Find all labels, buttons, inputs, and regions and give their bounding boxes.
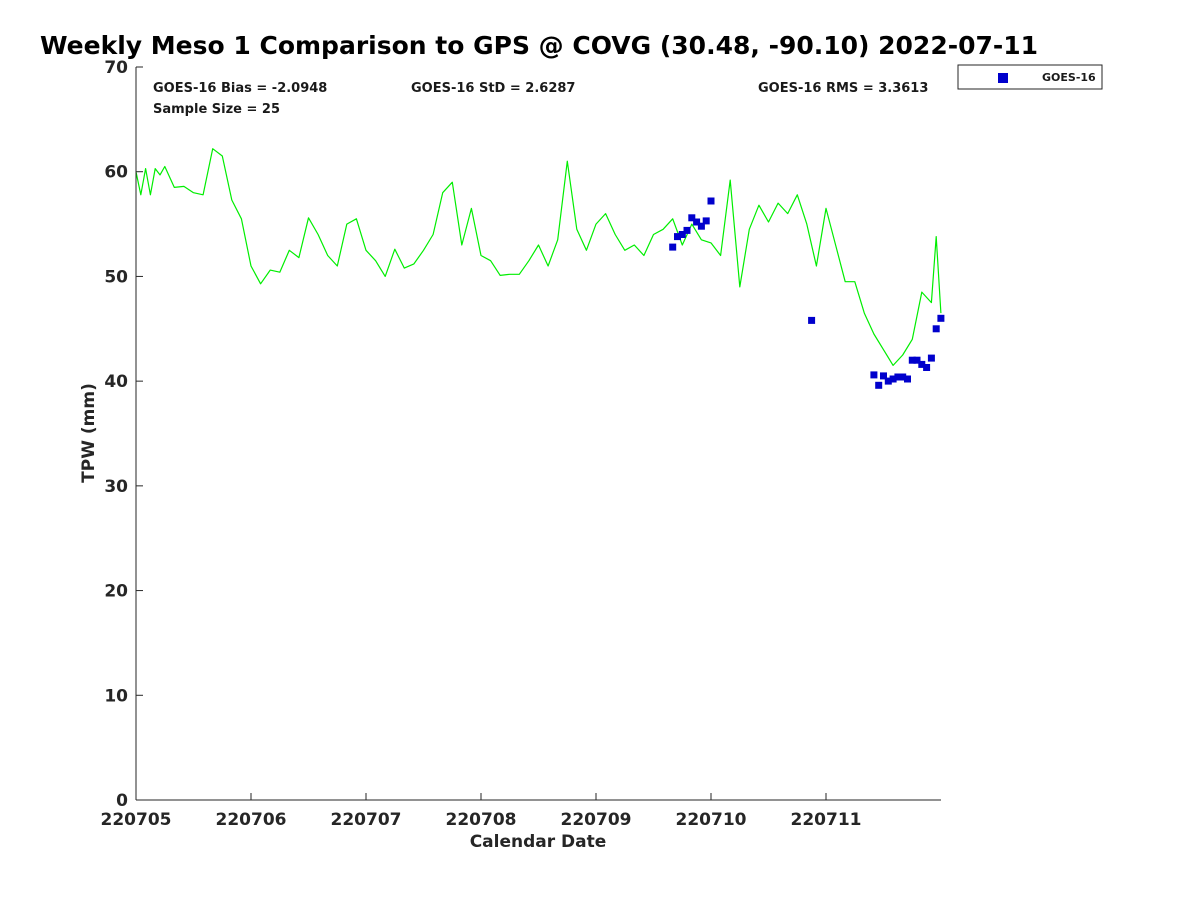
x-tick-label: 220710 bbox=[676, 810, 747, 830]
x-tick-label: 220705 bbox=[101, 810, 172, 830]
legend-label-goes16: GOES-16 bbox=[1042, 71, 1096, 84]
y-tick-label: 40 bbox=[104, 372, 128, 392]
goes16-data-point bbox=[688, 214, 696, 222]
x-tick-label: 220708 bbox=[446, 810, 517, 830]
goes16-data-point bbox=[927, 354, 935, 362]
goes16-data-point bbox=[880, 372, 887, 380]
y-tick-label: 50 bbox=[104, 267, 128, 287]
x-tick-label: 220706 bbox=[216, 810, 287, 830]
y-tick-label: 30 bbox=[104, 477, 128, 497]
y-tick-label: 60 bbox=[104, 163, 128, 183]
tick-marks bbox=[135, 66, 827, 801]
x-tick-label: 220707 bbox=[331, 810, 402, 830]
goes16-data-point bbox=[904, 375, 911, 383]
goes16-data-point bbox=[870, 371, 878, 379]
legend-box bbox=[957, 64, 1103, 90]
goes16-data-point bbox=[899, 373, 907, 381]
goes16-data-point bbox=[937, 314, 945, 322]
goes16-data-point bbox=[908, 356, 916, 364]
goes16-data-point bbox=[669, 243, 677, 251]
bias-stat: GOES-16 Bias = -2.0948 bbox=[153, 81, 327, 96]
goes16-data-point bbox=[884, 377, 892, 385]
goes16-data-point bbox=[683, 226, 691, 234]
goes16-data-point bbox=[697, 222, 705, 230]
goes16-data-point bbox=[894, 373, 902, 381]
y-tick-labels: 0 10 20 30 40 50 60 70 bbox=[104, 58, 128, 811]
rms-stat: GOES-16 RMS = 3.3613 bbox=[758, 81, 928, 96]
goes16-data-point bbox=[923, 364, 931, 371]
goes16-data-point bbox=[913, 356, 921, 364]
goes16-data-point bbox=[707, 197, 715, 205]
x-axis-label: Calendar Date bbox=[470, 832, 607, 852]
goes16-data-point bbox=[702, 217, 710, 225]
goes16-data-point bbox=[889, 375, 897, 383]
y-tick-label: 70 bbox=[104, 58, 128, 78]
legend-marker-goes16 bbox=[998, 73, 1008, 83]
chart-title: Weekly Meso 1 Comparison to GPS @ COVG (… bbox=[40, 31, 1038, 60]
x-tick-label: 220709 bbox=[561, 810, 632, 830]
y-axis-label: TPW (mm) bbox=[79, 383, 99, 483]
y-tick-label: 20 bbox=[104, 582, 128, 602]
goes16-data-point bbox=[693, 218, 701, 226]
series-layer bbox=[135, 148, 945, 389]
goes16-data-point bbox=[678, 231, 686, 238]
y-tick-label: 10 bbox=[104, 686, 128, 706]
goes16-data-point bbox=[875, 381, 883, 389]
sample-size-stat: Sample Size = 25 bbox=[153, 102, 280, 117]
y-tick-label: 0 bbox=[116, 791, 128, 811]
legend: GOES-16 bbox=[957, 64, 1103, 90]
goes16-data-point bbox=[808, 316, 816, 324]
gps-series-line bbox=[135, 148, 942, 366]
goes16-data-point bbox=[932, 325, 940, 333]
goes16-data-point bbox=[918, 360, 926, 368]
goes16-data-point bbox=[674, 233, 681, 241]
x-tick-label: 220711 bbox=[791, 810, 862, 830]
std-stat: GOES-16 StD = 2.6287 bbox=[411, 81, 575, 96]
x-tick-labels: 220705 220706 220707 220708 220709 220710 2207… bbox=[101, 810, 862, 830]
plot-background bbox=[136, 67, 941, 800]
